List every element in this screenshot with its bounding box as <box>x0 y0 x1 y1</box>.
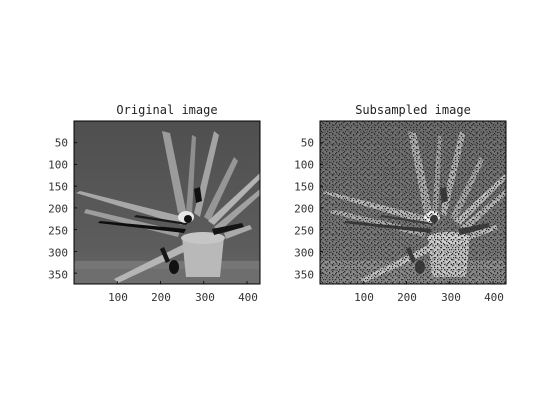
y-tick-label: 100 <box>48 158 68 172</box>
y-tick-label: 150 <box>294 180 314 194</box>
panel-title-original: Original image <box>116 103 218 117</box>
x-tick-label: 200 <box>397 291 417 304</box>
y-tick-label: 50 <box>54 136 68 150</box>
subsampled-image-ticks <box>320 142 494 284</box>
y-tick-label: 100 <box>294 158 314 172</box>
y-tick-label: 250 <box>294 224 314 238</box>
original-image-frame <box>73 120 261 285</box>
x-tick-label: 400 <box>238 291 258 304</box>
y-tick-label: 350 <box>48 268 68 282</box>
panel-title-subsampled: Subsampled image <box>355 103 471 117</box>
y-tick-label: 150 <box>48 180 68 194</box>
x-tick-label: 300 <box>195 291 215 304</box>
y-tick-label: 350 <box>294 268 314 282</box>
y-tick-label: 300 <box>294 246 314 260</box>
subsampled-image-frame <box>319 120 507 285</box>
y-tick-label: 200 <box>294 202 314 216</box>
subsampled-image <box>320 121 506 284</box>
x-tick-label: 200 <box>151 291 171 304</box>
y-tick-label: 300 <box>48 246 68 260</box>
y-tick-label: 200 <box>48 202 68 216</box>
x-tick-label: 100 <box>108 291 128 304</box>
original-image <box>74 121 260 284</box>
y-tick-label: 250 <box>48 224 68 238</box>
original-image-ticks <box>74 142 248 284</box>
x-tick-label: 400 <box>484 291 504 304</box>
subsampled-image-axes <box>319 120 507 285</box>
y-tick-label: 50 <box>300 136 314 150</box>
original-image-axes <box>73 120 261 285</box>
x-tick-label: 100 <box>354 291 374 304</box>
x-tick-label: 300 <box>441 291 461 304</box>
